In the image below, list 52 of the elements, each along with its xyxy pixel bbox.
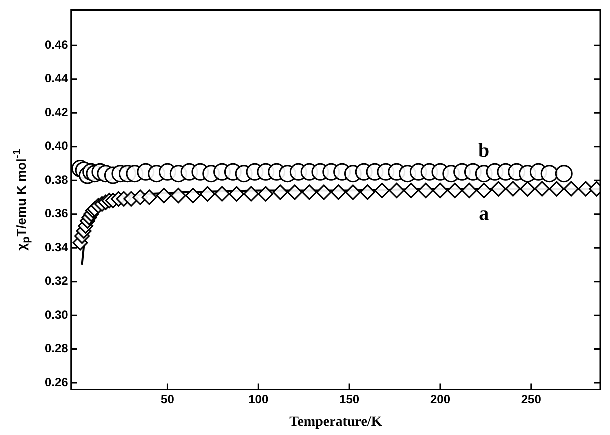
y-tick-label: 0.32: [44, 274, 69, 288]
x-axis-title: Temperature/K: [290, 415, 382, 430]
point: [540, 165, 558, 183]
y-tick-label: 0.26: [44, 375, 69, 390]
x-tick-label: 150: [340, 392, 360, 406]
point: [330, 184, 346, 200]
point: [534, 181, 550, 197]
point: [520, 181, 536, 197]
point: [302, 184, 318, 200]
y-tick-label: 0.28: [44, 342, 69, 356]
x-tick-label: 200: [430, 392, 451, 406]
y-tick-label: 0.38: [44, 172, 69, 187]
point: [229, 186, 245, 202]
y-tick-label: 0.46: [44, 38, 69, 52]
series-label: b: [478, 140, 490, 162]
series-label: a: [479, 202, 490, 225]
point: [287, 184, 303, 200]
point: [404, 182, 420, 198]
y-tick-label: 0.30: [44, 308, 69, 322]
x-tick-label: 250: [521, 392, 542, 406]
point: [185, 188, 201, 204]
y-tick-label: 0.40: [44, 139, 69, 154]
point: [360, 184, 376, 200]
point: [345, 184, 361, 200]
y-tick-label: 0.34: [44, 240, 69, 254]
point: [418, 182, 434, 198]
point: [244, 186, 260, 202]
x-tick-label: 50: [161, 392, 175, 406]
point: [200, 186, 216, 202]
point: [555, 165, 573, 183]
point: [316, 184, 332, 200]
point: [142, 190, 158, 206]
point: [432, 182, 448, 198]
x-tick-label: 100: [248, 392, 269, 406]
point: [505, 181, 521, 197]
point: [170, 188, 186, 204]
point: [156, 188, 172, 204]
point: [490, 181, 506, 197]
y-tick-label: 0.44: [44, 72, 69, 86]
y-tick-label: 0.42: [44, 105, 69, 120]
point: [272, 184, 288, 200]
point: [578, 181, 594, 197]
point: [214, 186, 230, 202]
point: [258, 186, 274, 202]
point: [389, 182, 405, 198]
point: [564, 181, 580, 197]
point: [447, 182, 463, 198]
point: [476, 182, 492, 198]
point: [374, 182, 390, 198]
point: [549, 181, 565, 197]
y-tick-label: 0.36: [44, 206, 69, 221]
point: [462, 182, 478, 198]
